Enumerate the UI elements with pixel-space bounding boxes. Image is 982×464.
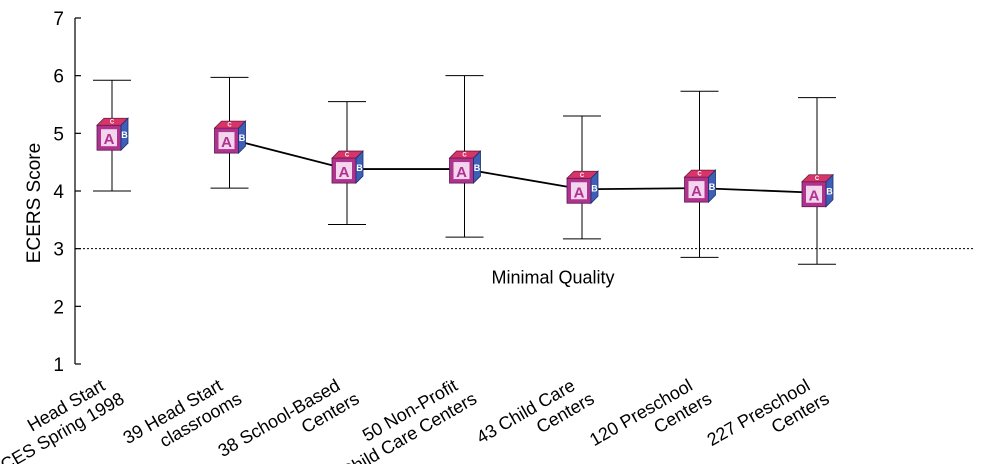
y-axis-title: ECERS Score — [24, 143, 45, 263]
alphabet-block-icon: AC B — [213, 120, 247, 155]
block-letter-front: A — [339, 164, 350, 181]
category-label: 227 PreschoolCenters — [704, 370, 833, 464]
alphabet-block-icon: ACB — [566, 170, 599, 205]
block-letter-front: A — [456, 164, 467, 181]
block-letter-top: C — [345, 153, 350, 159]
reference-layer: Minimal Quality — [75, 248, 975, 288]
category-label: Head StartFACES Spring 1998 — [0, 370, 128, 464]
block-letter-top: C — [697, 172, 702, 178]
block-letter-side: B — [709, 182, 716, 192]
block-letter-side: B — [591, 183, 598, 193]
block-letter-front: A — [104, 131, 115, 148]
block-front-panel — [218, 132, 235, 150]
category-label: 43 Child CareCenters — [473, 370, 597, 464]
block-side-face — [590, 170, 599, 205]
alphabet-block-icon: AC B — [683, 169, 717, 204]
block-letter-front: A — [691, 183, 702, 200]
block-letter-side: B — [474, 163, 481, 173]
mean-line — [229, 138, 818, 194]
block-side-face — [473, 150, 481, 185]
alphabet-block-icon: ACB — [801, 173, 834, 208]
block-letter-side: B — [356, 163, 363, 173]
category-label: 38 School-BasedCenters — [215, 370, 363, 464]
block-side-face — [238, 120, 246, 155]
block-front-panel — [101, 129, 117, 147]
block-front-panel — [336, 162, 352, 180]
block-front-panel — [688, 181, 705, 199]
block-letter-top: C — [462, 153, 467, 159]
block-front-panel — [571, 182, 587, 200]
minimal-quality-label: Minimal Quality — [491, 268, 614, 288]
block-letter-side: B — [239, 133, 246, 143]
block-letter-front: A — [809, 188, 820, 205]
mean-line-path — [229, 138, 818, 194]
block-side-face — [355, 150, 364, 185]
block-letter-top: C — [227, 123, 232, 129]
y-tick-label: 6 — [53, 67, 64, 88]
y-tick-label: 3 — [53, 240, 64, 261]
alphabet-block-icon: ACB — [331, 150, 364, 185]
block-letter-side: B — [121, 130, 128, 140]
y-tick-label: 7 — [53, 9, 64, 30]
y-axis: 1 2 3 4 5 6 7 — [53, 9, 81, 376]
alphabet-block-icon: AC B — [448, 150, 482, 185]
block-letter-side: B — [826, 187, 833, 197]
block-side-face — [708, 169, 716, 204]
alphabet-block-icon: ACB — [96, 117, 129, 152]
block-letter-top: C — [110, 120, 115, 126]
block-letter-top: C — [815, 176, 820, 182]
block-side-face — [825, 173, 834, 208]
y-tick-label: 1 — [53, 355, 64, 376]
y-tick-label: 5 — [53, 124, 64, 145]
category-label: 50 Non-ProfitChild Care Centers — [327, 370, 480, 464]
block-side-face — [120, 117, 129, 152]
y-tick-label: 2 — [53, 297, 64, 318]
block-front-panel — [453, 162, 470, 180]
block-front-panel — [806, 185, 822, 203]
y-tick-label: 4 — [53, 182, 64, 203]
block-letter-top: C — [580, 173, 585, 179]
block-letter-front: A — [221, 134, 232, 151]
block-letter-front: A — [574, 184, 585, 201]
category-label: 120 PreschoolCenters — [586, 370, 715, 464]
